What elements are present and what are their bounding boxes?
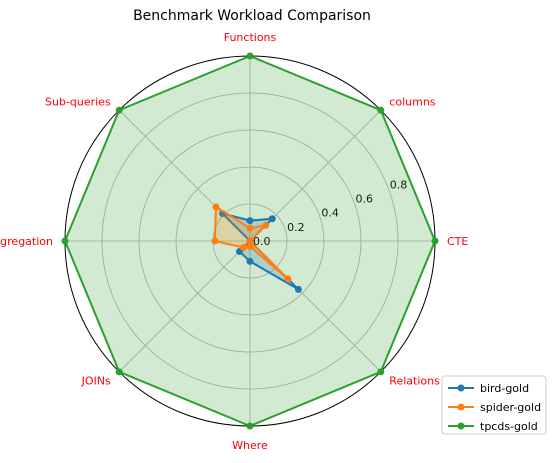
axis-label-sub-queries: Sub-queries (45, 96, 111, 109)
series-point (246, 52, 254, 60)
series-point (377, 106, 385, 114)
legend-label: tpcds-gold (480, 420, 538, 433)
series-point (115, 368, 123, 376)
axis-label-aggregation: aggregation (0, 235, 53, 248)
series-point (246, 422, 254, 430)
series-point (246, 217, 254, 225)
radial-tick-label: 0.8 (390, 178, 408, 191)
legend: bird-gold spider-gold tpcds-gold (441, 375, 547, 435)
radial-tick-label: 0.0 (253, 235, 271, 248)
legend-item-bird-gold: bird-gold (448, 382, 529, 395)
series-point (61, 237, 69, 245)
axis-label-functions: Functions (224, 31, 277, 44)
series-point (246, 257, 254, 265)
axis-label-joins: JOINs (81, 374, 111, 387)
series-point (284, 275, 292, 283)
axis-label-cte: CTE (447, 235, 468, 248)
series-point (212, 203, 220, 211)
series-point (246, 224, 254, 232)
series-point (246, 237, 254, 245)
series-point (377, 368, 385, 376)
legend-marker (457, 403, 465, 411)
legend-marker (457, 384, 465, 392)
series-point (262, 221, 270, 229)
axis-label-where: Where (232, 439, 268, 452)
axis-label-relations: Relations (389, 374, 440, 387)
radial-tick-label: 0.4 (321, 207, 339, 220)
series-point (239, 244, 247, 252)
series-point (115, 106, 123, 114)
legend-frame (441, 375, 547, 435)
series-point (268, 215, 276, 223)
series-layer (61, 52, 439, 430)
legend-label: spider-gold (480, 401, 541, 414)
series-spider-gold (211, 203, 292, 283)
radial-tick-labels: 0.0 0.2 0.4 0.6 0.8 (253, 178, 407, 248)
legend-marker (457, 422, 465, 430)
series-point (294, 285, 302, 293)
chart-title: Benchmark Workload Comparison (133, 8, 371, 24)
axis-labels: CTE columns Functions Sub-queries aggregatio… (0, 31, 468, 452)
legend-item-tpcds-gold: tpcds-gold (448, 420, 538, 433)
legend-label: bird-gold (480, 382, 529, 395)
radial-tick-label: 0.6 (356, 193, 374, 206)
series-point (246, 243, 254, 251)
series-point (211, 237, 219, 245)
radial-tick-label: 0.2 (287, 221, 305, 234)
grid-spoke (118, 240, 251, 373)
axis-label-columns: columns (389, 96, 435, 109)
legend-item-spider-gold: spider-gold (448, 401, 541, 414)
series-point (431, 237, 439, 245)
